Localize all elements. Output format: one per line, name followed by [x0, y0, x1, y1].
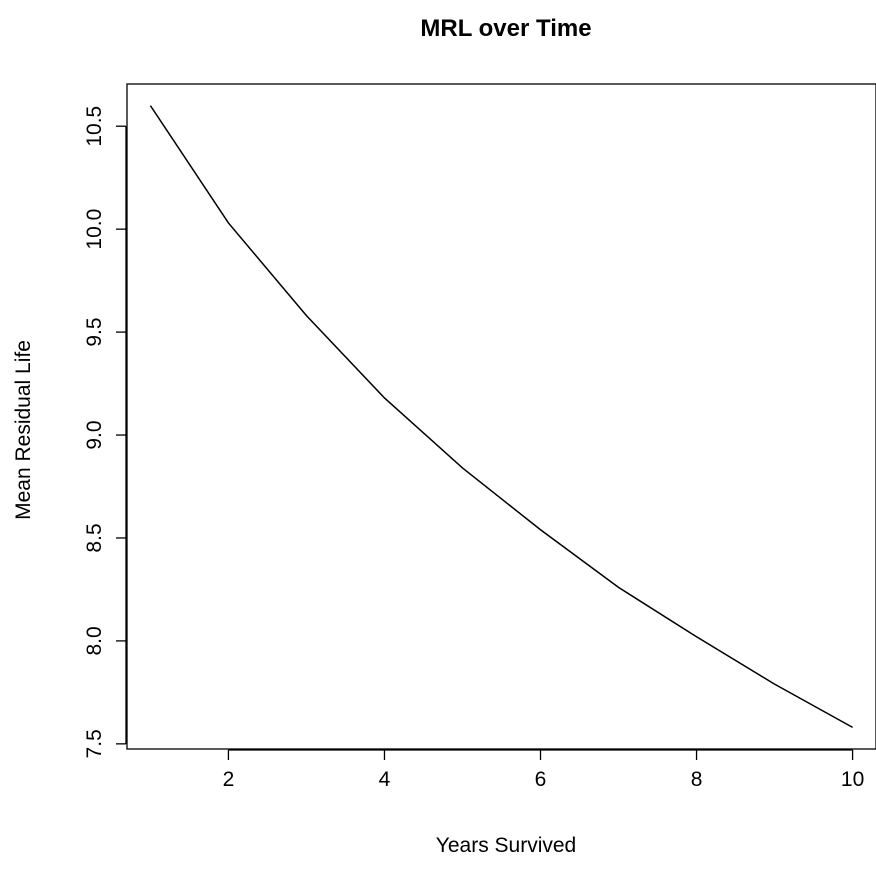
y-tick-label: 9.5 [83, 317, 106, 346]
x-axis: 2 4 6 8 10 [223, 749, 864, 791]
y-tick-label: 10.5 [83, 106, 106, 147]
y-tick-label: 8.0 [83, 626, 106, 655]
y-axis: 7.5 8.0 8.5 9.0 9.5 10.0 10.5 [83, 106, 127, 758]
chart-title: MRL over Time [420, 15, 591, 42]
series-line-0 [149, 105, 853, 729]
y-tick-label: 8.5 [83, 523, 106, 552]
x-axis-label: Years Survived [436, 834, 576, 857]
plot-frame [126, 83, 876, 750]
x-tick-label: 8 [691, 768, 703, 791]
y-axis-label: Mean Residual Life [12, 340, 35, 520]
x-tick-label: 4 [379, 768, 391, 791]
x-tick-label: 10 [841, 768, 864, 791]
series-group [149, 105, 853, 729]
y-tick-label: 7.5 [83, 729, 106, 758]
x-tick-label: 2 [223, 768, 235, 791]
y-tick-label: 9.0 [83, 420, 106, 449]
x-tick-label: 6 [535, 768, 547, 791]
y-tick-label: 10.0 [83, 209, 106, 250]
